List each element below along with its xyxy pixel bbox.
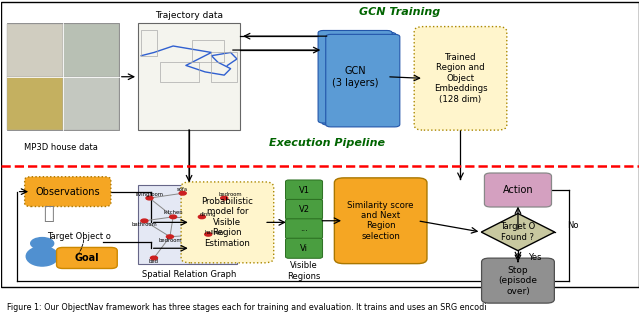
Text: dining: dining [200,212,216,217]
Text: Yes: Yes [527,253,541,262]
Circle shape [205,232,212,236]
FancyBboxPatch shape [318,31,392,123]
FancyBboxPatch shape [8,77,63,130]
Text: livingroom: livingroom [136,192,163,197]
FancyBboxPatch shape [138,23,240,130]
Text: hallway: hallway [205,230,225,235]
Text: V1: V1 [298,186,310,194]
FancyBboxPatch shape [322,32,396,125]
FancyBboxPatch shape [285,219,323,239]
Text: Execution Pipeline: Execution Pipeline [269,138,385,148]
Text: bedroom: bedroom [158,239,182,243]
FancyBboxPatch shape [63,77,118,130]
Text: kitchen: kitchen [163,211,183,215]
Circle shape [221,196,228,200]
Text: Observations: Observations [35,187,100,197]
Text: Goal: Goal [75,253,99,263]
Circle shape [198,215,205,219]
Text: Figure 1: Our ObjectNav framework has three stages each for training and evaluat: Figure 1: Our ObjectNav framework has th… [7,303,486,312]
FancyBboxPatch shape [63,23,118,77]
Text: Similarity score
and Next
Region
selection: Similarity score and Next Region selecti… [348,201,414,241]
Circle shape [146,196,153,200]
Text: Visible
Regions: Visible Regions [287,261,321,280]
FancyBboxPatch shape [181,182,274,263]
Text: Trained
Region and
Object
Embeddings
(128 dim): Trained Region and Object Embeddings (12… [434,53,487,104]
FancyBboxPatch shape [25,177,111,206]
Text: GCN
(3 layers): GCN (3 layers) [332,66,378,87]
Text: GCN Training: GCN Training [359,7,440,17]
Text: MP3D house data: MP3D house data [24,143,99,152]
Circle shape [166,235,173,239]
Text: V2: V2 [298,205,310,214]
Text: Action: Action [502,185,533,195]
FancyBboxPatch shape [326,34,400,127]
Text: bed: bed [149,259,159,264]
Circle shape [170,215,177,219]
Text: Trajectory data: Trajectory data [155,11,223,20]
Text: 🪣: 🪣 [44,205,54,223]
Text: Target O
Found ?: Target O Found ? [500,222,536,242]
FancyBboxPatch shape [7,23,119,130]
Circle shape [141,219,148,223]
FancyBboxPatch shape [138,185,237,265]
Text: bedroom: bedroom [219,192,243,197]
Polygon shape [481,214,555,251]
Ellipse shape [26,247,58,266]
Text: Probabilistic
model for
Visible
Region
Estimation: Probabilistic model for Visible Region E… [202,197,253,248]
Text: Stop
(episode
over): Stop (episode over) [499,266,538,295]
Circle shape [31,238,54,249]
FancyBboxPatch shape [8,23,63,77]
FancyBboxPatch shape [484,173,552,207]
Text: bathroom: bathroom [131,222,157,227]
Circle shape [150,256,157,260]
FancyBboxPatch shape [56,247,117,268]
Circle shape [179,191,186,195]
FancyBboxPatch shape [285,238,323,258]
Text: Vi: Vi [300,244,308,253]
Text: sofa: sofa [177,187,188,192]
FancyBboxPatch shape [285,200,323,219]
Text: No: No [568,221,579,230]
Text: ...: ... [300,224,308,233]
Text: Target Object o: Target Object o [47,232,111,241]
FancyBboxPatch shape [285,180,323,200]
FancyBboxPatch shape [414,27,507,130]
FancyBboxPatch shape [334,178,427,264]
Text: Spatial Relation Graph: Spatial Relation Graph [142,270,236,279]
FancyBboxPatch shape [481,258,554,303]
